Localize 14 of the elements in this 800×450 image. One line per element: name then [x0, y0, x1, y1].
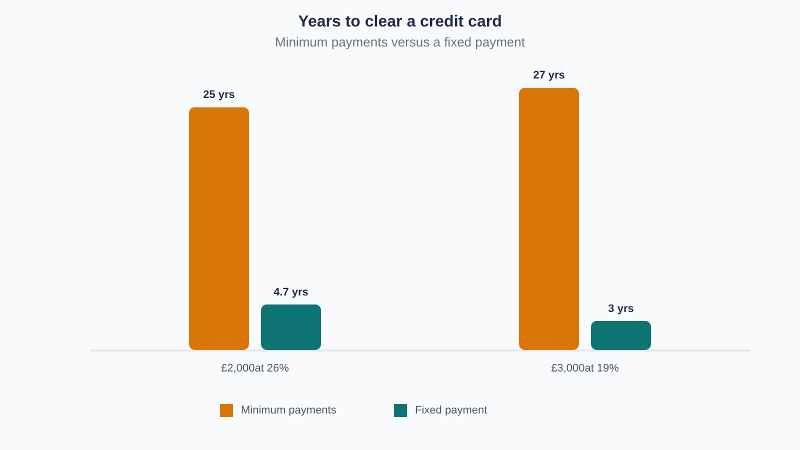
bar	[261, 304, 321, 350]
x-tick-label: £2,000at 26%	[221, 362, 290, 374]
bar	[189, 107, 249, 350]
data-label: 3 yrs	[608, 302, 634, 315]
legend-label: Fixed payment	[415, 404, 488, 416]
chart-title: Years to clear a credit card	[298, 14, 502, 31]
chart-subtitle: Minimum payments versus a fixed payment	[275, 34, 526, 50]
x-tick-label: £3,000at 19%	[551, 362, 620, 374]
data-label: 27 yrs	[533, 70, 565, 82]
bar	[591, 320, 651, 350]
legend-label: Minimum payments	[241, 404, 337, 416]
data-label: 4.7 yrs	[274, 286, 308, 298]
data-label: 25 yrs	[203, 89, 235, 102]
bar	[519, 88, 579, 350]
